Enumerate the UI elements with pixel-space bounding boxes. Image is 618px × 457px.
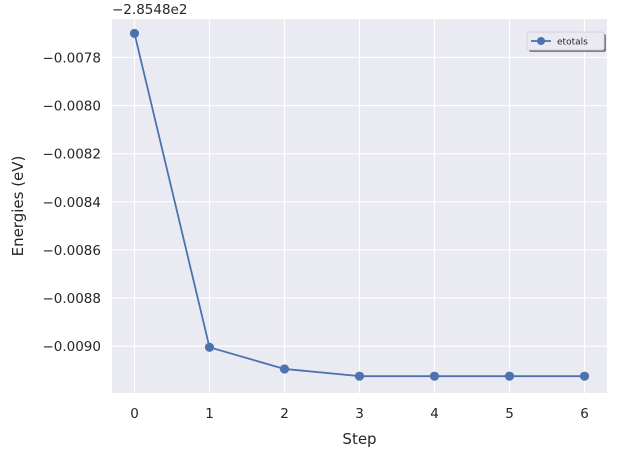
legend: etotals	[526, 31, 606, 52]
y-axis-label: Energies (eV)	[9, 156, 27, 257]
y-tick-label: −0.0090	[42, 339, 101, 355]
y-tick-labels: −0.0078 −0.0080 −0.0082 −0.0084 −0.0086 −0.00…	[42, 50, 101, 355]
data-point	[279, 364, 290, 374]
grid-lines	[112, 19, 607, 393]
x-tick-labels: 0 1 2 3 4 5 6	[130, 406, 589, 422]
data-point	[579, 371, 590, 381]
data-point	[204, 342, 215, 352]
legend-label: etotals	[557, 38, 588, 48]
y-tick-label: −0.0086	[42, 243, 101, 259]
x-tick-label: 4	[430, 406, 439, 422]
data-point	[129, 28, 140, 39]
x-tick-label: 6	[580, 406, 589, 422]
x-tick-label: 1	[205, 406, 214, 422]
data-point	[354, 371, 365, 381]
x-tick-label: 0	[130, 406, 139, 422]
y-tick-label: −0.0080	[42, 99, 101, 115]
y-tick-label: −0.0082	[42, 147, 101, 163]
legend-box	[526, 31, 605, 51]
y-tick-label: −0.0088	[42, 291, 101, 307]
data-point	[429, 371, 440, 381]
x-tick-label: 3	[355, 406, 364, 422]
x-axis-label: Step	[342, 430, 376, 448]
legend-marker	[537, 37, 545, 45]
x-tick-label: 5	[505, 406, 514, 422]
y-offset-label: −2.8548e2	[112, 2, 187, 18]
x-tick-label: 2	[280, 406, 289, 422]
data-point	[504, 371, 515, 381]
series-layer	[129, 28, 590, 381]
y-tick-label: −0.0078	[42, 50, 101, 66]
y-tick-label: −0.0084	[42, 195, 101, 211]
